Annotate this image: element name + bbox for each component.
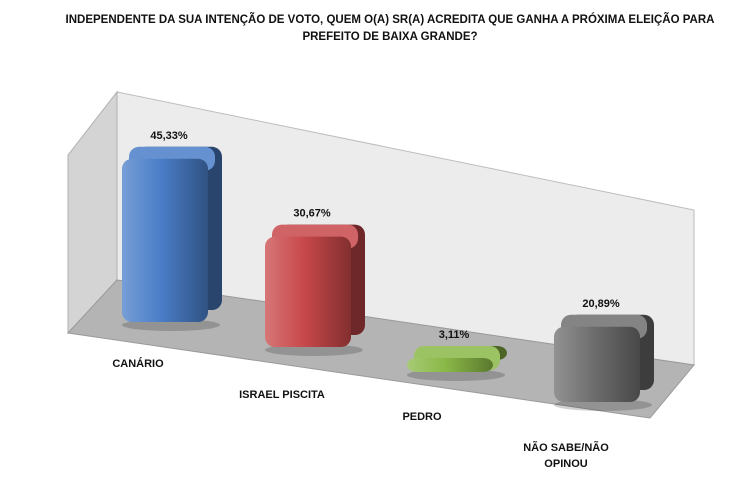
chart-title-line-2: PREFEITO DE BAIXA GRANDE? <box>302 31 478 43</box>
chart-floor <box>66 279 695 419</box>
bar-2 <box>407 346 507 381</box>
value-label: 45,33% <box>150 130 188 142</box>
labels-group: 45,33% CANÁRIO 30,67% ISRAEL PISCITA 3,11% PE… <box>112 130 620 470</box>
bar-1 <box>265 224 365 356</box>
chart-title-line-1: INDEPENDENTE DA SUA INTENÇÃO DE VOTO, QU… <box>65 14 715 26</box>
bar-front <box>554 326 640 402</box>
bar-3 <box>554 314 654 411</box>
category-label: OPINOU <box>544 458 587 470</box>
bar-0 <box>122 146 222 331</box>
bar-front <box>122 158 208 322</box>
value-label: 20,89% <box>582 298 620 310</box>
value-label: 30,67% <box>293 208 331 220</box>
category-label: CANÁRIO <box>112 357 164 370</box>
bars-group <box>122 146 654 411</box>
bar-front <box>407 358 493 372</box>
chart-title: INDEPENDENTE DA SUA INTENÇÃO DE VOTO, QU… <box>60 12 720 46</box>
category-label: PEDRO <box>402 411 442 423</box>
category-label: NÃO SABE/NÃO <box>523 441 609 454</box>
bar-front <box>265 236 351 347</box>
value-label: 3,11% <box>439 329 470 341</box>
category-label: ISRAEL PISCITA <box>239 389 325 401</box>
